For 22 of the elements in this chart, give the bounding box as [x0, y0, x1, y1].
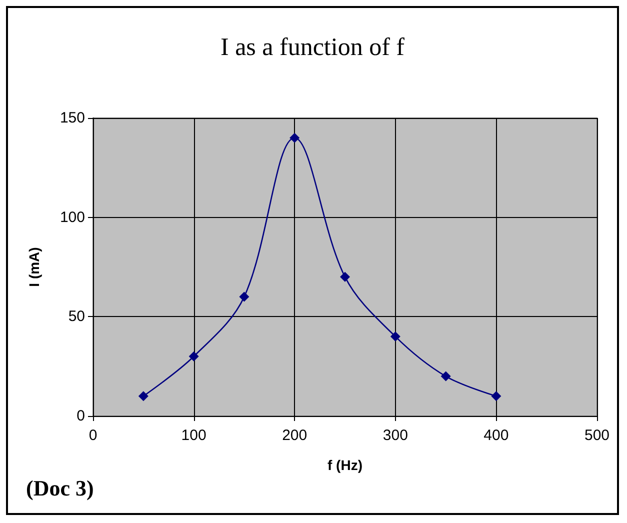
point	[239, 292, 250, 302]
y-tick-label: 0	[76, 408, 85, 424]
x-tick-label: 200	[282, 427, 308, 444]
x-tick-label: 0	[88, 427, 98, 444]
point	[188, 351, 199, 362]
x-tick-label: 100	[181, 427, 206, 444]
y-axis-title: I (mA)	[26, 247, 42, 287]
text: (Doc 3)	[26, 476, 94, 500]
point	[340, 272, 350, 282]
x-tick-label: 300	[382, 427, 408, 444]
x-axis-title: f (Hz)	[328, 457, 362, 473]
y-tick-label: 150	[60, 110, 85, 126]
point	[138, 391, 148, 402]
point	[390, 332, 400, 342]
chart-title: I as a function of f	[220, 34, 406, 61]
point	[491, 391, 502, 402]
y-tick-label: 50	[68, 308, 85, 326]
y-tick-label: 100	[60, 208, 85, 226]
point	[440, 371, 451, 382]
point	[290, 132, 300, 143]
x-tick-label: 400	[484, 427, 509, 444]
x-tick-label: 500	[584, 427, 610, 444]
